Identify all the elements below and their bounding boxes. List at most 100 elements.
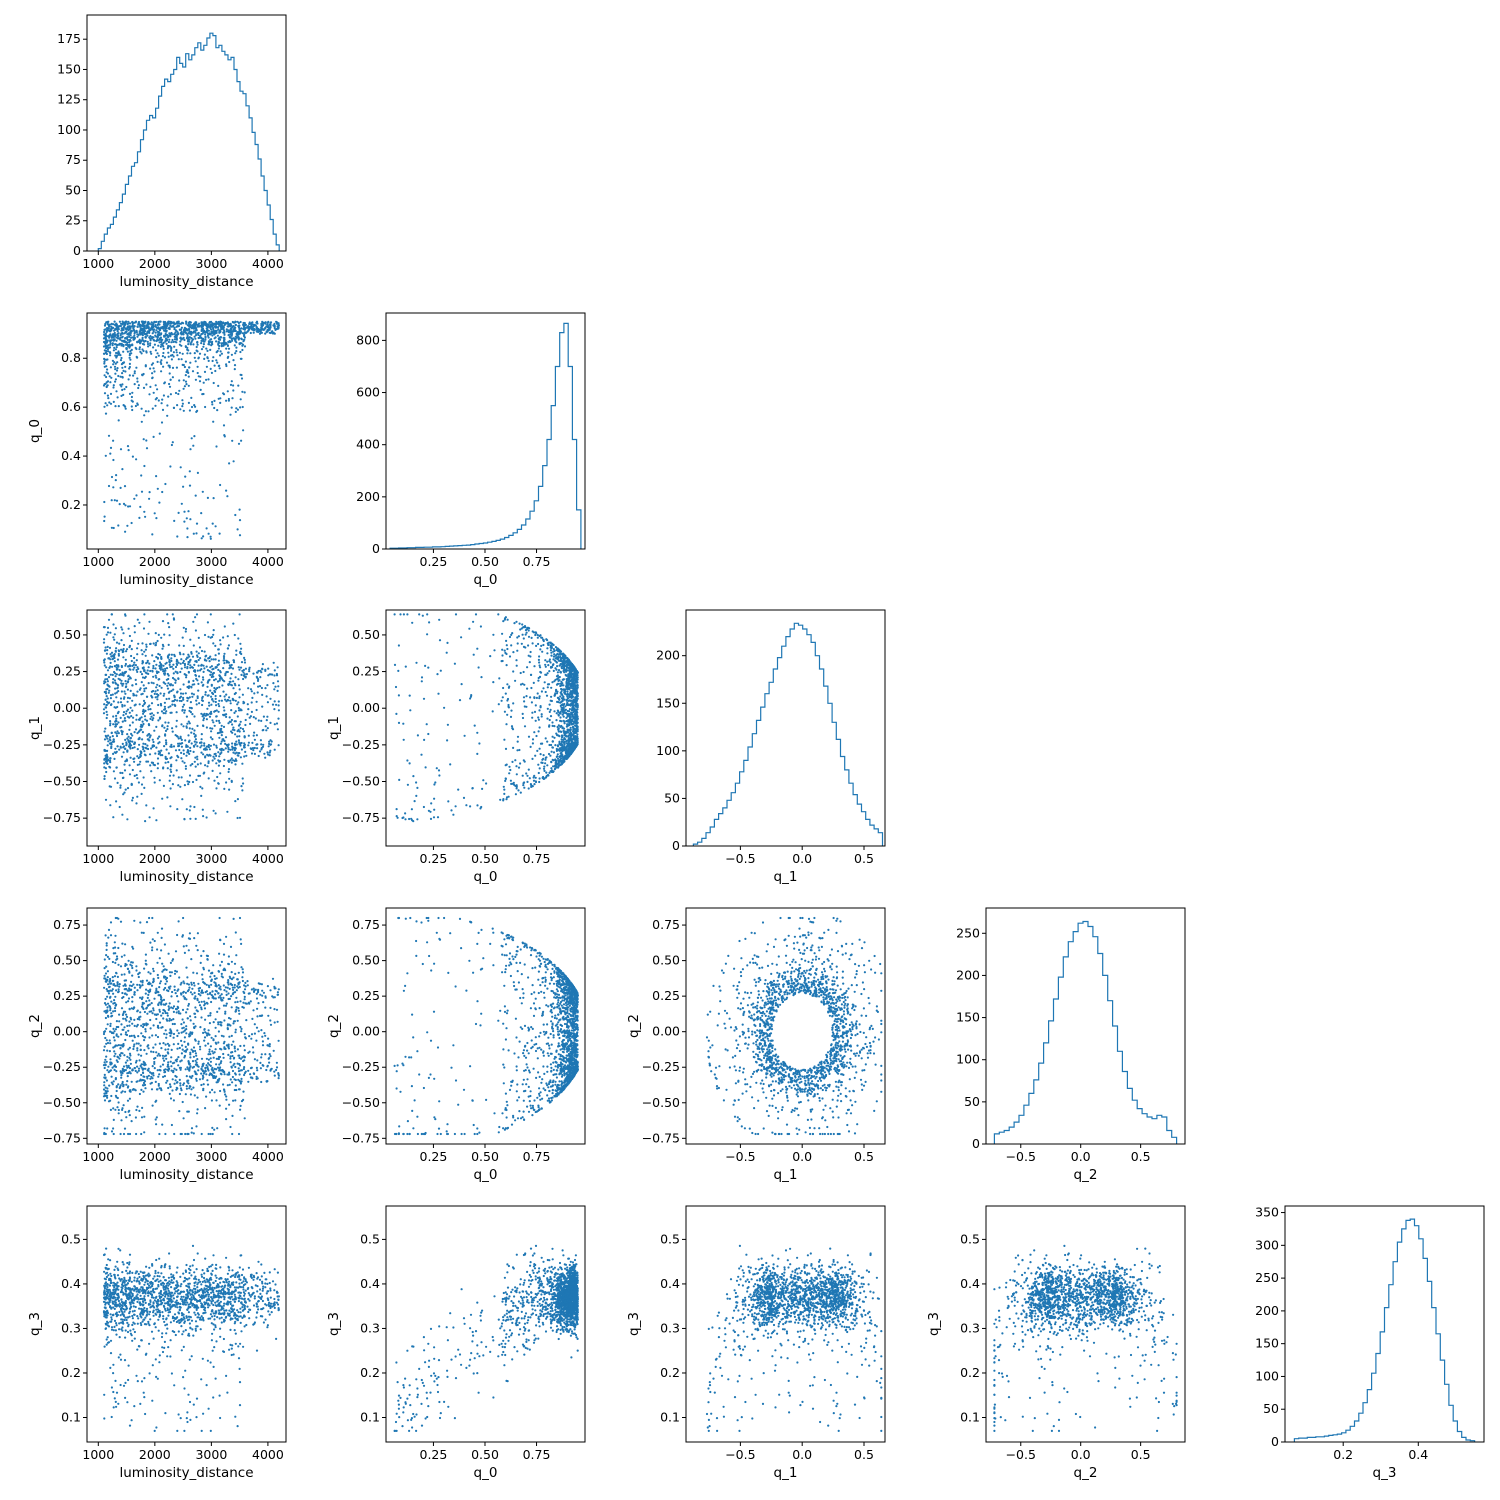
scatter-point [406,613,409,616]
scatter-point [226,810,229,813]
scatter-point [211,727,214,730]
scatter-point [511,632,514,635]
scatter-point [219,325,222,328]
scatter-point [169,711,172,714]
scatter-point [200,741,203,744]
scatter-point [124,788,127,791]
scatter-point [231,742,234,745]
scatter-point [155,397,158,400]
scatter-point [200,511,203,515]
scatter-point [119,716,122,720]
scatter-point [261,663,264,666]
scatter-point [561,662,564,665]
scatter-point [115,696,118,699]
scatter-point [237,678,240,681]
scatter-point [162,326,165,329]
scatter-point [170,653,173,656]
scatter-point [114,723,117,726]
scatter-point [104,322,107,326]
scatter-point [160,370,163,373]
scatter-point [187,671,190,674]
scatter-point [573,709,576,712]
scatter-point [186,780,189,783]
scatter-point [158,653,161,656]
scatter-point [107,618,111,621]
scatter-point [207,679,210,682]
scatter-point [237,384,240,387]
scatter-point [239,727,242,730]
scatter-point [109,697,112,700]
scatter-point [550,761,553,764]
scatter-point [180,699,183,703]
scatter-point [237,752,240,755]
scatter-point [232,622,235,625]
scatter-point [573,731,576,734]
scatter-point [165,361,169,364]
scatter-point [176,404,179,407]
scatter-point [202,717,206,720]
x-tick-label: 3000 [195,256,227,271]
scatter-point [195,741,198,744]
scatter-point [152,642,155,645]
scatter-point [168,663,171,667]
scatter-point [197,336,200,340]
scatter-point [143,510,146,513]
scatter-point [533,665,536,668]
scatter-point [132,329,135,332]
scatter-point [260,671,263,674]
scatter-point [555,675,559,678]
scatter-point [255,671,259,674]
scatter-point [189,352,192,355]
scatter-point [123,791,126,794]
scatter-point [106,713,109,716]
scatter-point [126,700,129,703]
scatter-point [552,658,555,661]
scatter-point [153,660,156,663]
scatter-point [238,668,241,671]
scatter-point [568,722,571,725]
scatter-point [158,337,161,340]
scatter-point [215,359,218,362]
scatter-point [200,329,203,332]
scatter-point [104,681,107,684]
scatter-point [234,410,237,413]
scatter-point [217,328,220,331]
scatter-point [181,399,184,402]
scatter-point [187,343,190,346]
scatter-point [515,773,518,776]
scatter-point [209,636,212,639]
scatter-point [144,746,147,750]
scatter-point [229,677,232,680]
scatter-point [397,721,401,725]
scatter-point [128,362,131,365]
scatter-point [188,325,191,328]
scatter-point [167,706,170,709]
scatter-point [215,719,218,723]
scatter-point [243,391,246,394]
scatter-point [185,745,188,749]
scatter-point [194,322,197,326]
scatter-point [239,398,242,401]
scatter-point [250,710,253,714]
scatter-point [229,383,233,386]
scatter-point [117,335,120,338]
scatter-point [551,735,554,738]
scatter-point [158,661,162,664]
scatter-point [523,786,526,789]
scatter-point [207,378,210,381]
scatter-point [177,776,180,779]
scatter-point [524,646,527,649]
scatter-point [105,735,108,738]
scatter-point [133,625,136,628]
scatter-point [526,774,529,777]
scatter-point [121,813,124,816]
scatter-point [128,322,132,325]
scatter-point [257,678,260,681]
scatter-point [156,689,159,692]
scatter-point [180,776,183,779]
scatter-point [505,798,508,801]
scatter-point [131,799,134,802]
scatter-point [171,684,174,687]
scatter-point [160,663,163,666]
scatter-point [196,371,199,375]
